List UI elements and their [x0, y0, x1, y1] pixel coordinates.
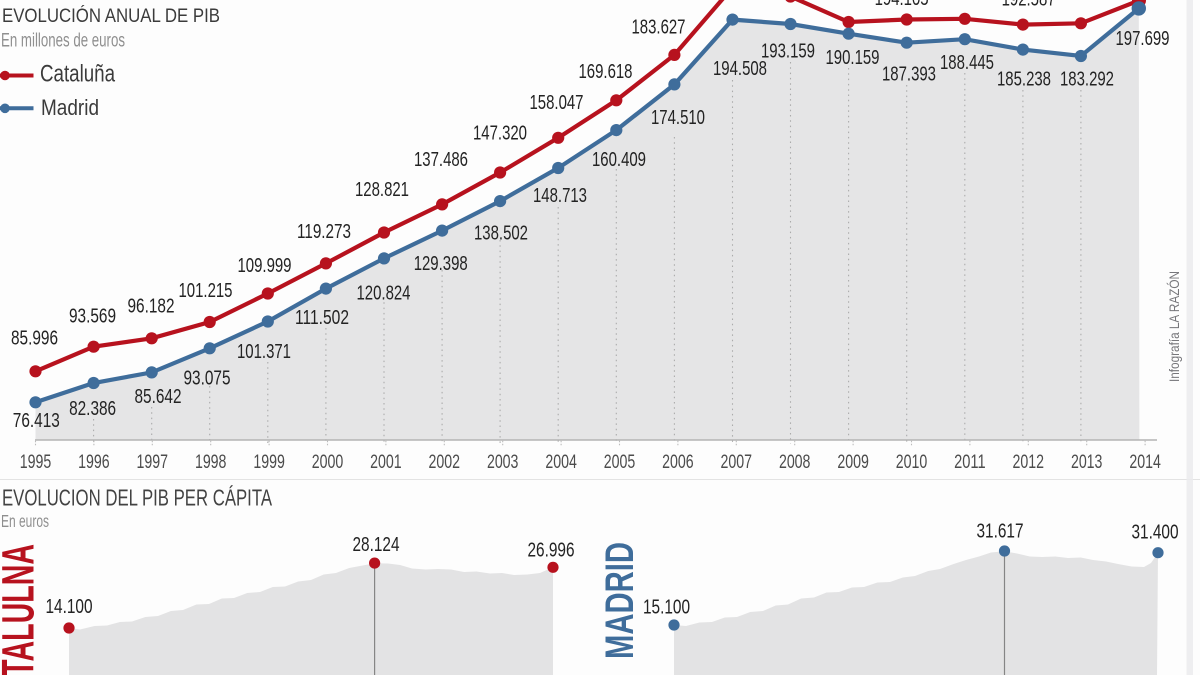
- svg-text:93.569: 93.569: [69, 306, 116, 328]
- svg-text:158.047: 158.047: [530, 92, 584, 114]
- svg-text:31.617: 31.617: [977, 521, 1024, 543]
- svg-text:194.105: 194.105: [875, 0, 929, 10]
- svg-text:96.182: 96.182: [128, 296, 175, 318]
- svg-text:190.159: 190.159: [826, 47, 880, 69]
- svg-text:1998: 1998: [195, 451, 227, 473]
- svg-text:31.400: 31.400: [1132, 522, 1179, 544]
- svg-text:128.821: 128.821: [355, 179, 409, 201]
- svg-text:187.393: 187.393: [882, 64, 936, 86]
- svg-text:2006: 2006: [662, 451, 694, 473]
- svg-text:183.627: 183.627: [632, 17, 686, 39]
- svg-text:2010: 2010: [896, 451, 928, 473]
- svg-text:2009: 2009: [837, 451, 869, 473]
- svg-text:183.292: 183.292: [1060, 69, 1114, 91]
- svg-text:188.445: 188.445: [940, 52, 994, 74]
- svg-text:26.996: 26.996: [528, 540, 575, 562]
- svg-text:101.371: 101.371: [237, 341, 291, 363]
- svg-text:138.502: 138.502: [474, 223, 528, 245]
- svg-text:2000: 2000: [312, 451, 344, 473]
- svg-text:120.824: 120.824: [357, 283, 411, 305]
- svg-text:Madrid: Madrid: [41, 95, 99, 120]
- svg-text:2003: 2003: [487, 451, 519, 473]
- svg-text:174.510: 174.510: [651, 107, 705, 129]
- svg-text:En euros: En euros: [1, 511, 49, 531]
- svg-text:2011: 2011: [954, 451, 986, 473]
- svg-text:129.398: 129.398: [414, 253, 468, 275]
- svg-text:85.996: 85.996: [11, 328, 58, 350]
- svg-text:2002: 2002: [429, 451, 461, 473]
- svg-text:2005: 2005: [604, 451, 636, 473]
- svg-text:101.215: 101.215: [179, 280, 233, 302]
- svg-text:109.999: 109.999: [238, 255, 292, 277]
- svg-text:76.413: 76.413: [13, 410, 60, 432]
- svg-text:2014: 2014: [1129, 451, 1161, 473]
- svg-text:82.386: 82.386: [69, 398, 116, 420]
- svg-text:194.508: 194.508: [713, 58, 767, 80]
- svg-text:85.642: 85.642: [135, 386, 182, 408]
- svg-text:169.618: 169.618: [579, 61, 633, 83]
- svg-text:1997: 1997: [137, 451, 169, 473]
- svg-text:148.713: 148.713: [533, 185, 587, 207]
- svg-text:Infografía LA RAZÓN: Infografía LA RAZÓN: [1167, 271, 1182, 382]
- svg-text:193.159: 193.159: [761, 41, 815, 63]
- svg-text:15.100: 15.100: [643, 597, 690, 619]
- svg-text:2013: 2013: [1071, 451, 1103, 473]
- svg-text:197.699: 197.699: [1116, 28, 1170, 50]
- svg-text:1999: 1999: [253, 451, 285, 473]
- svg-text:185.238: 185.238: [997, 69, 1051, 91]
- svg-text:1995: 1995: [20, 451, 52, 473]
- svg-text:2007: 2007: [721, 451, 753, 473]
- svg-text:EVOLUCION DEL PIB PER CÁPITA: EVOLUCION DEL PIB PER CÁPITA: [2, 485, 272, 511]
- svg-text:2004: 2004: [545, 451, 577, 473]
- svg-text:Cataluña: Cataluña: [40, 61, 116, 88]
- svg-text:93.075: 93.075: [184, 368, 231, 390]
- svg-text:MADRID: MADRID: [598, 542, 642, 659]
- svg-text:147.320: 147.320: [473, 123, 527, 145]
- svg-text:En millones de euros: En millones de euros: [1, 30, 125, 52]
- svg-text:14.100: 14.100: [46, 596, 93, 618]
- svg-text:2001: 2001: [370, 451, 402, 473]
- svg-text:EVOLUCIÓN ANUAL DE PIB: EVOLUCIÓN ANUAL DE PIB: [2, 4, 220, 27]
- svg-text:119.273: 119.273: [297, 221, 351, 243]
- svg-text:1996: 1996: [78, 451, 110, 473]
- svg-text:137.486: 137.486: [414, 149, 468, 171]
- svg-text:160.409: 160.409: [592, 149, 646, 171]
- svg-text:2012: 2012: [1013, 451, 1045, 473]
- svg-text:28.124: 28.124: [353, 534, 400, 556]
- svg-text:CATALULÑA: CATALULÑA: [0, 544, 44, 675]
- svg-text:111.502: 111.502: [295, 307, 349, 329]
- svg-text:192.587: 192.587: [1002, 0, 1056, 11]
- svg-text:2008: 2008: [779, 451, 811, 473]
